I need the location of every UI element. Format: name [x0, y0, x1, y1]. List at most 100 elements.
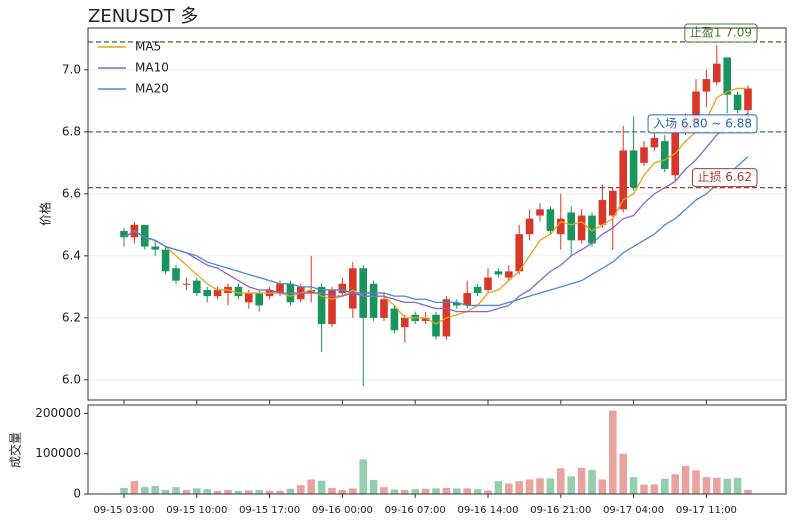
- volume-bar: [619, 453, 627, 494]
- candle-body: [141, 224, 149, 247]
- volume-bar: [525, 479, 534, 494]
- x-tick-label: 09-15 03:00: [93, 505, 154, 516]
- candle-body: [193, 280, 201, 294]
- candle-body: [733, 94, 742, 111]
- volume-bar: [713, 477, 721, 494]
- legend-label: MA5: [135, 40, 161, 54]
- volume-bar: [120, 487, 128, 494]
- volume-bar: [213, 490, 222, 494]
- candle-body: [546, 209, 555, 232]
- volume-bar: [629, 477, 638, 494]
- y-tick-label: 6.0: [62, 372, 81, 386]
- plot-frame: [87, 404, 787, 495]
- y-tick-label: 7.0: [62, 62, 81, 76]
- candle-body: [557, 218, 565, 235]
- level-label: 止盈1 7.09: [684, 23, 758, 43]
- volume-bar: [193, 488, 201, 494]
- y-tick-label: 6.6: [62, 186, 81, 200]
- volume-bar: [671, 474, 679, 494]
- volume-bar: [182, 489, 191, 494]
- x-tick-label: 09-16 07:00: [385, 505, 446, 516]
- candle-body: [629, 150, 638, 188]
- volume-bar: [588, 469, 596, 494]
- volume-bar: [640, 484, 648, 494]
- candle-body: [151, 246, 159, 250]
- x-tick-label: 09-15 10:00: [166, 505, 227, 516]
- volume-bar: [567, 476, 575, 494]
- candle-body: [744, 88, 752, 111]
- volume-bar: [297, 485, 305, 494]
- volume-bar: [203, 489, 211, 494]
- volume-bar: [161, 489, 170, 494]
- ma-line: [123, 112, 749, 313]
- x-tick-label: 09-15 17:00: [239, 505, 300, 516]
- volume-bar: [515, 481, 523, 494]
- volume-bar: [650, 484, 659, 494]
- volume-bar: [598, 479, 607, 494]
- candle-body: [234, 286, 243, 297]
- volume-bar: [349, 488, 357, 494]
- volume-bar: [692, 470, 700, 494]
- label-box: [691, 168, 758, 188]
- candle-body: [463, 293, 471, 306]
- volume-bar: [245, 490, 253, 494]
- candle-body: [650, 138, 659, 148]
- level-text: 止盈1 7.09: [690, 25, 752, 39]
- volume-bar: [536, 478, 544, 494]
- candle-body: [390, 308, 399, 331]
- candle-body: [525, 218, 534, 235]
- candle-body: [598, 200, 607, 225]
- volume-bar: [733, 477, 742, 494]
- volume-bar: [723, 478, 731, 494]
- candle-body: [515, 234, 523, 272]
- candle-body: [567, 212, 575, 241]
- y-tick-label: 6.4: [62, 248, 81, 262]
- candle-body: [182, 283, 191, 285]
- candle-body: [161, 249, 170, 272]
- volume-bar: [224, 489, 232, 494]
- volume-bar: [453, 488, 461, 494]
- label-box: [647, 114, 758, 134]
- volume-bar: [463, 488, 471, 494]
- volume-bar: [557, 468, 565, 494]
- candle-body: [203, 289, 211, 297]
- candle-body: [505, 271, 513, 278]
- candle-body: [213, 289, 222, 297]
- candle-body: [307, 289, 315, 294]
- candle-body: [484, 277, 492, 290]
- volume-bar: [681, 465, 690, 494]
- volume-bar: [702, 477, 711, 494]
- candle-body: [619, 150, 627, 210]
- volume-bar: [307, 479, 315, 494]
- volume-bar: [744, 489, 752, 494]
- x-tick-label: 09-17 11:00: [676, 505, 737, 516]
- volume-bar: [359, 459, 367, 494]
- legend-label: MA20: [135, 82, 169, 96]
- candle-body: [421, 317, 430, 321]
- candle-body: [723, 57, 731, 95]
- candle-body: [401, 317, 409, 328]
- candle-body: [536, 209, 544, 216]
- level-label: 止损 6.62: [691, 168, 758, 188]
- candle-body: [349, 268, 357, 309]
- candle-body: [713, 63, 721, 83]
- level-text: 止损 6.62: [697, 170, 752, 184]
- volume-bar: [661, 478, 669, 494]
- candle-body: [577, 215, 586, 241]
- candle-body: [245, 293, 253, 303]
- volume-bar: [505, 483, 513, 494]
- candle-body: [369, 283, 378, 318]
- volume-bar: [473, 489, 482, 494]
- legend-label: MA10: [135, 61, 169, 75]
- plot-frame: [87, 27, 787, 401]
- y-tick-label: 6.8: [62, 124, 81, 138]
- volume-bar: [401, 489, 409, 494]
- volume-bar: [380, 487, 388, 494]
- candle-body: [494, 271, 503, 275]
- candle-body: [692, 91, 700, 123]
- volume-bar: [411, 489, 419, 494]
- volume-bar: [234, 490, 243, 494]
- candle-body: [120, 231, 128, 238]
- y-tick-label: 100000: [35, 446, 81, 460]
